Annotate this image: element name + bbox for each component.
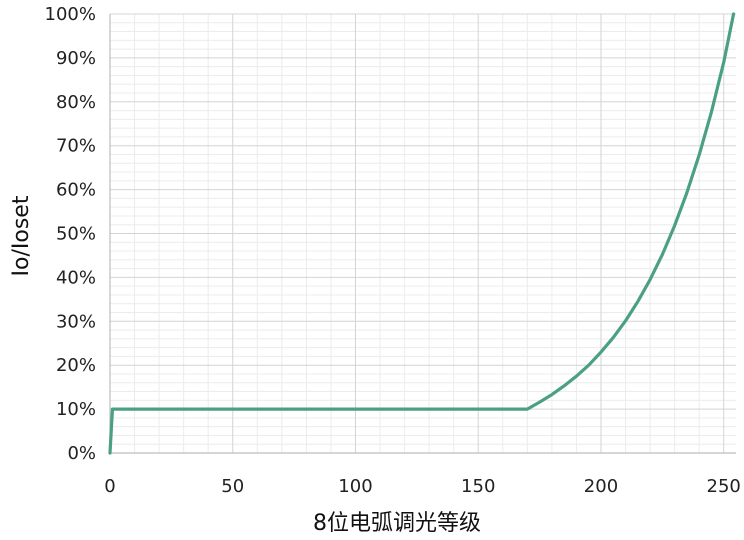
y-tick-label: 30% xyxy=(56,311,96,332)
y-tick-label: 70% xyxy=(56,136,96,157)
y-tick-label: 10% xyxy=(56,399,96,420)
y-tick-label: 60% xyxy=(56,180,96,201)
y-tick-label: 0% xyxy=(67,443,96,464)
series-layer xyxy=(108,12,736,455)
y-tick-label: 40% xyxy=(56,267,96,288)
x-tick-label: 0 xyxy=(104,476,115,497)
x-tick-label: 150 xyxy=(461,476,495,497)
x-tick-label: 100 xyxy=(338,476,372,497)
x-tick-label: 50 xyxy=(221,476,244,497)
y-tick-label: 90% xyxy=(56,48,96,69)
y-axis-title: Io/Ioset xyxy=(9,195,34,276)
y-tick-label: 50% xyxy=(56,224,96,245)
y-tick-label: 100% xyxy=(45,4,96,25)
y-tick-label: 20% xyxy=(56,355,96,376)
x-tick-labels: 0 50 100 150 200 250 xyxy=(104,476,741,497)
y-tick-label: 80% xyxy=(56,92,96,113)
series-line xyxy=(108,12,736,455)
axes xyxy=(109,14,736,454)
x-axis-title: 8位电弧调光等级 xyxy=(313,511,481,536)
x-tick-label: 200 xyxy=(584,476,618,497)
y-tick-labels: 0% 10% 20% 30% 40% 50% 60% 70% 80% 90% 100% xyxy=(45,4,96,464)
x-tick-label: 250 xyxy=(707,476,741,497)
major-gridlines xyxy=(110,13,736,453)
